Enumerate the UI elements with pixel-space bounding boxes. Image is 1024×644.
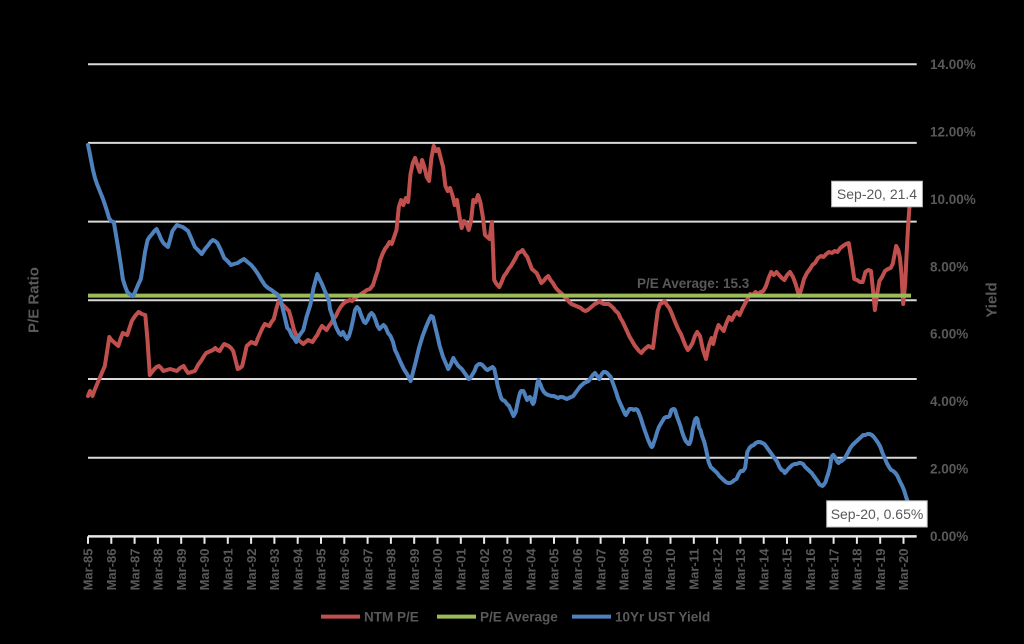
svg-text:Mar-00: Mar-00 <box>430 549 445 591</box>
svg-text:P/E Average: 15.3: P/E Average: 15.3 <box>637 276 750 291</box>
svg-text:12.00%: 12.00% <box>930 124 976 139</box>
svg-text:Mar-19: Mar-19 <box>873 549 888 591</box>
svg-text:Sep-20, 21.4: Sep-20, 21.4 <box>837 186 917 202</box>
svg-text:Mar-20: Mar-20 <box>896 549 911 591</box>
svg-text:Mar-85: Mar-85 <box>81 549 96 591</box>
svg-text:Yield: Yield <box>983 282 1000 317</box>
svg-text:Mar-97: Mar-97 <box>360 549 375 591</box>
svg-text:Mar-16: Mar-16 <box>803 549 818 591</box>
svg-text:10.00%: 10.00% <box>930 192 976 207</box>
svg-text:Mar-12: Mar-12 <box>710 549 725 591</box>
svg-text:Mar-99: Mar-99 <box>407 549 422 591</box>
svg-text:Mar-91: Mar-91 <box>221 549 236 591</box>
svg-text:0.00%: 0.00% <box>930 529 968 544</box>
svg-text:Mar-18: Mar-18 <box>850 549 865 591</box>
svg-text:Mar-92: Mar-92 <box>244 549 259 591</box>
svg-text:Mar-96: Mar-96 <box>337 549 352 591</box>
svg-text:Mar-98: Mar-98 <box>384 549 399 591</box>
svg-text:Mar-87: Mar-87 <box>127 549 142 591</box>
svg-text:Mar-89: Mar-89 <box>174 549 189 591</box>
svg-text:Mar-93: Mar-93 <box>267 549 282 591</box>
svg-text:Mar-86: Mar-86 <box>104 549 119 591</box>
svg-text:Mar-94: Mar-94 <box>290 548 305 591</box>
svg-text:Mar-06: Mar-06 <box>570 549 585 591</box>
svg-text:P/E Ratio: P/E Ratio <box>25 267 42 333</box>
svg-text:Mar-13: Mar-13 <box>733 549 748 591</box>
svg-text:Mar-03: Mar-03 <box>500 549 515 591</box>
svg-text:Mar-04: Mar-04 <box>523 548 538 591</box>
svg-text:Mar-90: Mar-90 <box>197 549 212 591</box>
svg-text:Mar-02: Mar-02 <box>477 549 492 591</box>
svg-text:Mar-14: Mar-14 <box>756 548 771 591</box>
svg-text:Mar-11: Mar-11 <box>687 549 702 590</box>
svg-text:Sep-20, 0.65%: Sep-20, 0.65% <box>831 506 924 522</box>
svg-text:Mar-88: Mar-88 <box>151 549 166 591</box>
svg-text:6.00%: 6.00% <box>930 327 968 342</box>
svg-text:2.00%: 2.00% <box>930 462 968 477</box>
svg-text:Mar-95: Mar-95 <box>314 549 329 591</box>
svg-text:14.00%: 14.00% <box>930 57 976 72</box>
svg-text:NTM P/E: NTM P/E <box>364 609 419 624</box>
svg-text:Mar-05: Mar-05 <box>547 549 562 591</box>
svg-text:Mar-01: Mar-01 <box>454 549 469 591</box>
svg-text:Mar-17: Mar-17 <box>826 549 841 591</box>
svg-text:10Yr UST Yield: 10Yr UST Yield <box>615 609 710 624</box>
svg-text:Mar-10: Mar-10 <box>663 549 678 591</box>
svg-text:Mar-09: Mar-09 <box>640 549 655 591</box>
svg-text:Mar-08: Mar-08 <box>617 549 632 591</box>
svg-text:8.00%: 8.00% <box>930 259 968 274</box>
svg-text:4.00%: 4.00% <box>930 394 968 409</box>
svg-text:Mar-15: Mar-15 <box>780 549 795 591</box>
svg-text:Mar-07: Mar-07 <box>593 549 608 591</box>
svg-text:P/E Average: P/E Average <box>480 609 558 624</box>
